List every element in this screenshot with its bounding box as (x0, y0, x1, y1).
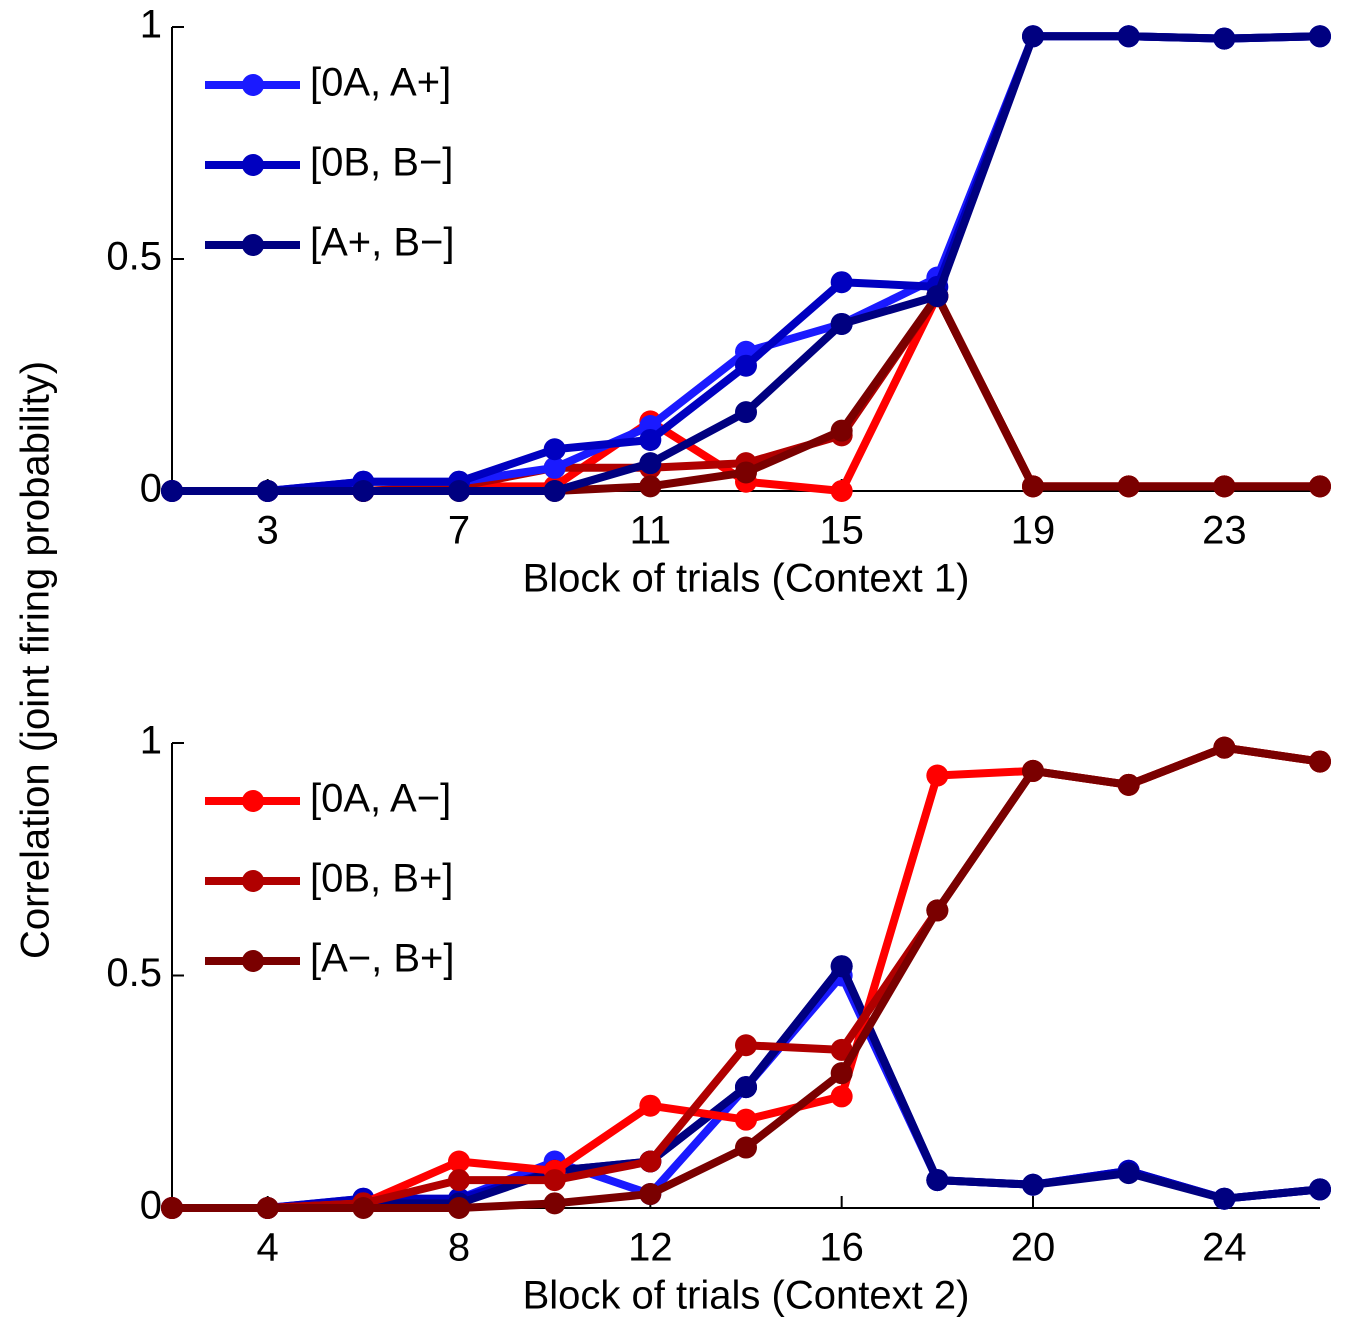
point (1022, 1173, 1044, 1196)
point (830, 955, 853, 978)
point (1309, 25, 1331, 48)
x-tick-label: 16 (819, 1226, 864, 1270)
point (639, 1094, 662, 1117)
x-axis-label: Block of trials (Context 1) (523, 557, 970, 601)
point (1213, 1187, 1236, 1210)
legend-label: [0B, B+] (310, 857, 453, 901)
point (639, 1150, 662, 1173)
legend-label: [0B, B−] (310, 141, 453, 185)
point (639, 452, 662, 475)
x-tick-label: 4 (257, 1226, 279, 1270)
x-tick-label: 20 (1011, 1226, 1056, 1270)
y-tick-label: 0.5 (106, 235, 162, 279)
point (1213, 736, 1236, 759)
legend-label: [A−, B+] (310, 937, 455, 981)
point (1022, 475, 1044, 498)
x-tick-label: 12 (628, 1226, 673, 1270)
point (1309, 475, 1331, 498)
point (735, 1034, 757, 1057)
point (735, 354, 757, 377)
point (639, 475, 662, 498)
point (926, 1169, 949, 1192)
point (926, 764, 949, 787)
y-axis-label: Correlation (joint firing probability) (14, 361, 58, 959)
point (256, 1197, 279, 1219)
legend-marker (242, 870, 264, 892)
point (1213, 27, 1236, 50)
point (1213, 475, 1236, 498)
point (830, 1038, 853, 1061)
point (543, 1192, 566, 1215)
x-tick-label: 7 (448, 509, 470, 553)
point (830, 419, 853, 442)
y-tick-label: 0 (140, 1184, 162, 1228)
point (830, 271, 853, 294)
point (1117, 1162, 1140, 1185)
x-tick-label: 24 (1202, 1226, 1247, 1270)
point (161, 480, 183, 502)
point (926, 899, 949, 922)
point (448, 1150, 470, 1173)
point (543, 456, 566, 479)
y-tick-label: 1 (140, 719, 162, 763)
point (1117, 475, 1140, 498)
x-tick-label: 11 (630, 509, 672, 553)
legend-marker (242, 950, 264, 972)
point (735, 401, 757, 424)
point (1309, 1178, 1331, 1201)
point (256, 480, 279, 502)
point (543, 1169, 566, 1192)
point (830, 480, 853, 502)
point (448, 1197, 470, 1219)
point (448, 1169, 470, 1192)
point (1022, 759, 1044, 782)
y-tick-label: 0.5 (106, 951, 162, 995)
point (830, 1062, 853, 1085)
point (1117, 773, 1140, 796)
y-tick-label: 1 (140, 3, 162, 47)
point (448, 480, 470, 502)
x-axis-label: Block of trials (Context 2) (523, 1274, 970, 1318)
point (352, 480, 375, 502)
point (735, 1136, 757, 1159)
legend-label: [A+, B−] (310, 221, 455, 265)
legend-label: [0A, A−] (310, 777, 451, 821)
point (639, 428, 662, 451)
x-tick-label: 19 (1011, 509, 1056, 553)
legend-marker (242, 74, 264, 96)
y-tick-label: 0 (140, 467, 162, 511)
x-tick-label: 8 (448, 1226, 470, 1270)
x-tick-label: 3 (257, 509, 279, 553)
point (926, 285, 949, 308)
x-tick-label: 23 (1202, 509, 1247, 553)
point (543, 438, 566, 461)
legend-marker (242, 154, 264, 176)
legend-label: [0A, A+] (310, 61, 451, 105)
x-tick-label: 15 (819, 509, 864, 553)
point (639, 1183, 662, 1206)
point (735, 1076, 757, 1099)
legend-marker (242, 234, 264, 256)
point (735, 461, 757, 484)
point (830, 312, 853, 335)
point (1022, 25, 1044, 48)
point (830, 1085, 853, 1108)
point (1309, 750, 1331, 773)
point (1117, 25, 1140, 48)
point (352, 1197, 375, 1219)
point (735, 1108, 757, 1131)
point (543, 480, 566, 502)
legend-marker (242, 790, 264, 812)
point (161, 1197, 183, 1219)
